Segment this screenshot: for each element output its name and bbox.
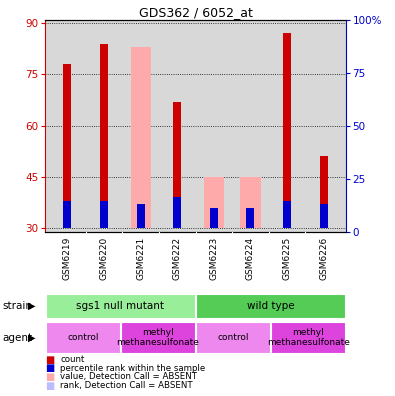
Bar <box>204 177 224 228</box>
Text: sgs1 null mutant: sgs1 null mutant <box>77 301 164 311</box>
Bar <box>210 208 218 228</box>
Bar <box>63 64 71 228</box>
Bar <box>137 218 145 228</box>
Text: control: control <box>67 333 99 342</box>
Text: GSM6221: GSM6221 <box>136 237 145 280</box>
Bar <box>320 204 328 228</box>
Text: value, Detection Call = ABSENT: value, Detection Call = ABSENT <box>60 373 198 381</box>
Text: GSM6222: GSM6222 <box>173 237 182 280</box>
Text: ■: ■ <box>45 381 55 391</box>
Title: GDS362 / 6052_at: GDS362 / 6052_at <box>139 6 252 19</box>
Text: agent: agent <box>2 333 32 343</box>
Bar <box>241 177 261 228</box>
Bar <box>246 208 254 228</box>
Bar <box>210 221 218 228</box>
Bar <box>283 34 291 228</box>
Text: GSM6223: GSM6223 <box>209 237 218 280</box>
Bar <box>246 221 254 228</box>
Text: ■: ■ <box>45 372 55 382</box>
Text: GSM6225: GSM6225 <box>282 237 292 280</box>
Bar <box>283 201 291 228</box>
Bar <box>137 204 145 228</box>
Bar <box>173 102 181 228</box>
Bar <box>100 44 108 228</box>
Bar <box>173 198 181 228</box>
Bar <box>100 201 108 228</box>
Bar <box>46 322 120 353</box>
Text: methyl
methanesulfonate: methyl methanesulfonate <box>267 328 350 347</box>
Bar <box>63 201 71 228</box>
Text: methyl
methanesulfonate: methyl methanesulfonate <box>117 328 199 347</box>
Text: ■: ■ <box>45 363 55 373</box>
Text: control: control <box>217 333 249 342</box>
Bar <box>121 322 195 353</box>
Text: GSM6219: GSM6219 <box>63 237 72 280</box>
Text: strain: strain <box>2 301 32 311</box>
Text: GSM6226: GSM6226 <box>319 237 328 280</box>
Text: ▶: ▶ <box>28 301 36 311</box>
Bar <box>196 294 345 318</box>
Text: wild type: wild type <box>247 301 294 311</box>
Text: GSM6224: GSM6224 <box>246 237 255 280</box>
Text: count: count <box>60 355 85 364</box>
Text: ■: ■ <box>45 354 55 365</box>
Bar <box>320 156 328 228</box>
Text: GSM6220: GSM6220 <box>100 237 109 280</box>
Bar <box>196 322 270 353</box>
Text: ▶: ▶ <box>28 333 36 343</box>
Text: percentile rank within the sample: percentile rank within the sample <box>60 364 206 373</box>
Bar <box>46 294 195 318</box>
Text: rank, Detection Call = ABSENT: rank, Detection Call = ABSENT <box>60 381 193 390</box>
Bar <box>130 47 150 228</box>
Bar <box>271 322 345 353</box>
